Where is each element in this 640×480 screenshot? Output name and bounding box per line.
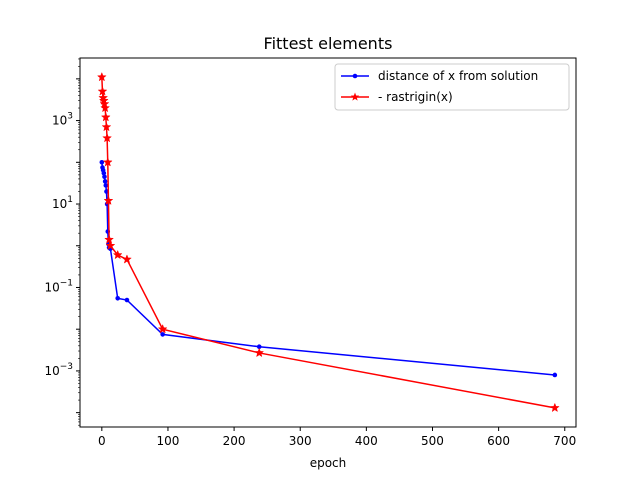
y-tick-label: 101 — [52, 195, 73, 211]
x-tick-label: 0 — [98, 434, 106, 448]
legend-marker-star — [350, 92, 360, 101]
legend-label: - rastrigin(x) — [378, 90, 453, 104]
data-point-star — [102, 132, 113, 143]
data-point-dot — [160, 332, 165, 337]
x-tick-label: 400 — [355, 434, 378, 448]
x-tick-label: 700 — [553, 434, 576, 448]
data-point-dot — [103, 183, 109, 188]
y-tick-label: 10−3 — [44, 362, 73, 378]
legend-label: distance of x from solution — [378, 69, 538, 83]
plot-area — [79, 57, 577, 428]
data-point-star — [100, 102, 111, 113]
data-point-dot — [256, 344, 262, 350]
data-point-star — [549, 402, 560, 413]
data-point-dot — [115, 296, 120, 301]
x-tick-label: 600 — [487, 434, 510, 448]
legend: distance of x from solution - rastrigin(x… — [334, 63, 570, 111]
y-tick-label: 10−1 — [44, 278, 73, 294]
data-point-star — [103, 195, 114, 205]
x-tick-label: 300 — [289, 434, 312, 448]
legend-marker-dot — [352, 73, 358, 79]
x-axis-label: epoch — [310, 456, 347, 470]
data-point-dot — [102, 179, 108, 184]
data-point-star — [104, 234, 115, 244]
x-tick-label: 500 — [421, 434, 444, 448]
series-line-1 — [101, 77, 555, 409]
data-point-dot — [124, 297, 130, 303]
data-point-star — [254, 347, 265, 358]
x-tick-label: 100 — [157, 434, 180, 448]
data-point-star — [100, 112, 111, 122]
data-point-star — [96, 71, 107, 82]
y-tick-label: 103 — [52, 112, 73, 128]
data-point-star — [105, 240, 116, 250]
series-layer — [96, 71, 560, 413]
x-tick-label: 200 — [223, 434, 246, 448]
data-point-star — [157, 323, 168, 334]
data-point-star — [102, 157, 113, 167]
data-point-star — [101, 121, 112, 132]
data-point-dot — [99, 160, 105, 165]
data-point-star — [97, 86, 108, 96]
legend-box — [334, 63, 570, 111]
data-point-dot — [101, 170, 107, 176]
series-line-0 — [101, 162, 555, 376]
plot-frame — [79, 57, 577, 428]
data-point-star — [121, 254, 132, 264]
y-axis: 10−3 10−1 101 103 — [44, 58, 80, 426]
data-point-dot — [102, 174, 107, 180]
chart-title: Fittest elements — [264, 34, 393, 53]
x-axis: 0 100 200 300 400 500 600 700 — [98, 427, 576, 448]
data-point-star — [112, 249, 123, 260]
data-point-dot — [552, 372, 558, 378]
